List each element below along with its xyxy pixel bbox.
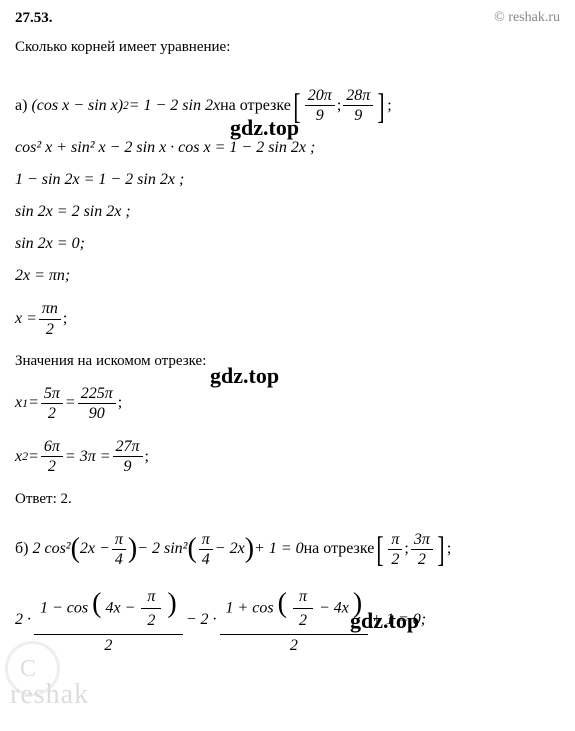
eq-a1-lhs: (cos x − sin x) [31,97,123,115]
interval-text-a: на отрезке [220,97,291,115]
interval-b: [ π2 ; 3π2 ] [374,530,446,569]
answer-a: Ответ: 2. [15,491,560,508]
eq-a-2: cos² x + sin² x − 2 sin x · cos x = 1 − … [15,139,560,157]
eq-b-2: 2 · 1 − cos ( 4x − π2 ) 2 − 2 · 1 + cos … [15,583,560,657]
eq-a-4: sin 2x = 2 sin 2x ; [15,203,560,221]
section-label: Значения на искомом отрезке: [15,353,560,370]
eq-a-7: x = πn2 ; [15,299,560,338]
eq-a-3: 1 − sin 2x = 1 − 2 sin 2x ; [15,171,560,189]
eq-a-5: sin 2x = 0; [15,235,560,253]
interval-a: [ 20π9 ; 28π9 ] [291,86,387,125]
question-text: Сколько корней имеет уравнение: [15,39,560,56]
part-a-label: а) [15,97,27,115]
watermark-1: gdz.top [230,115,299,141]
eq-b-1: б) 2 cos² ( 2x − π4 ) − 2 sin² ( π4 − 2x… [15,530,560,569]
eq-a-6: 2x = πn; [15,267,560,285]
watermark-3: gdz.top [350,608,419,634]
watermark-2: gdz.top [210,363,279,389]
copyright: © reshak.ru [494,10,560,26]
problem-number: 27.53. [15,10,560,27]
part-b-label: б) [15,540,28,558]
eq-a1-rhs: = 1 − 2 sin 2x [129,97,220,115]
logo-text: reshak [10,679,89,711]
x1-line: x1 = 5π2 = 225π90 ; [15,384,560,423]
x2-line: x2 = 6π2 = 3π = 27π9 ; [15,437,560,476]
